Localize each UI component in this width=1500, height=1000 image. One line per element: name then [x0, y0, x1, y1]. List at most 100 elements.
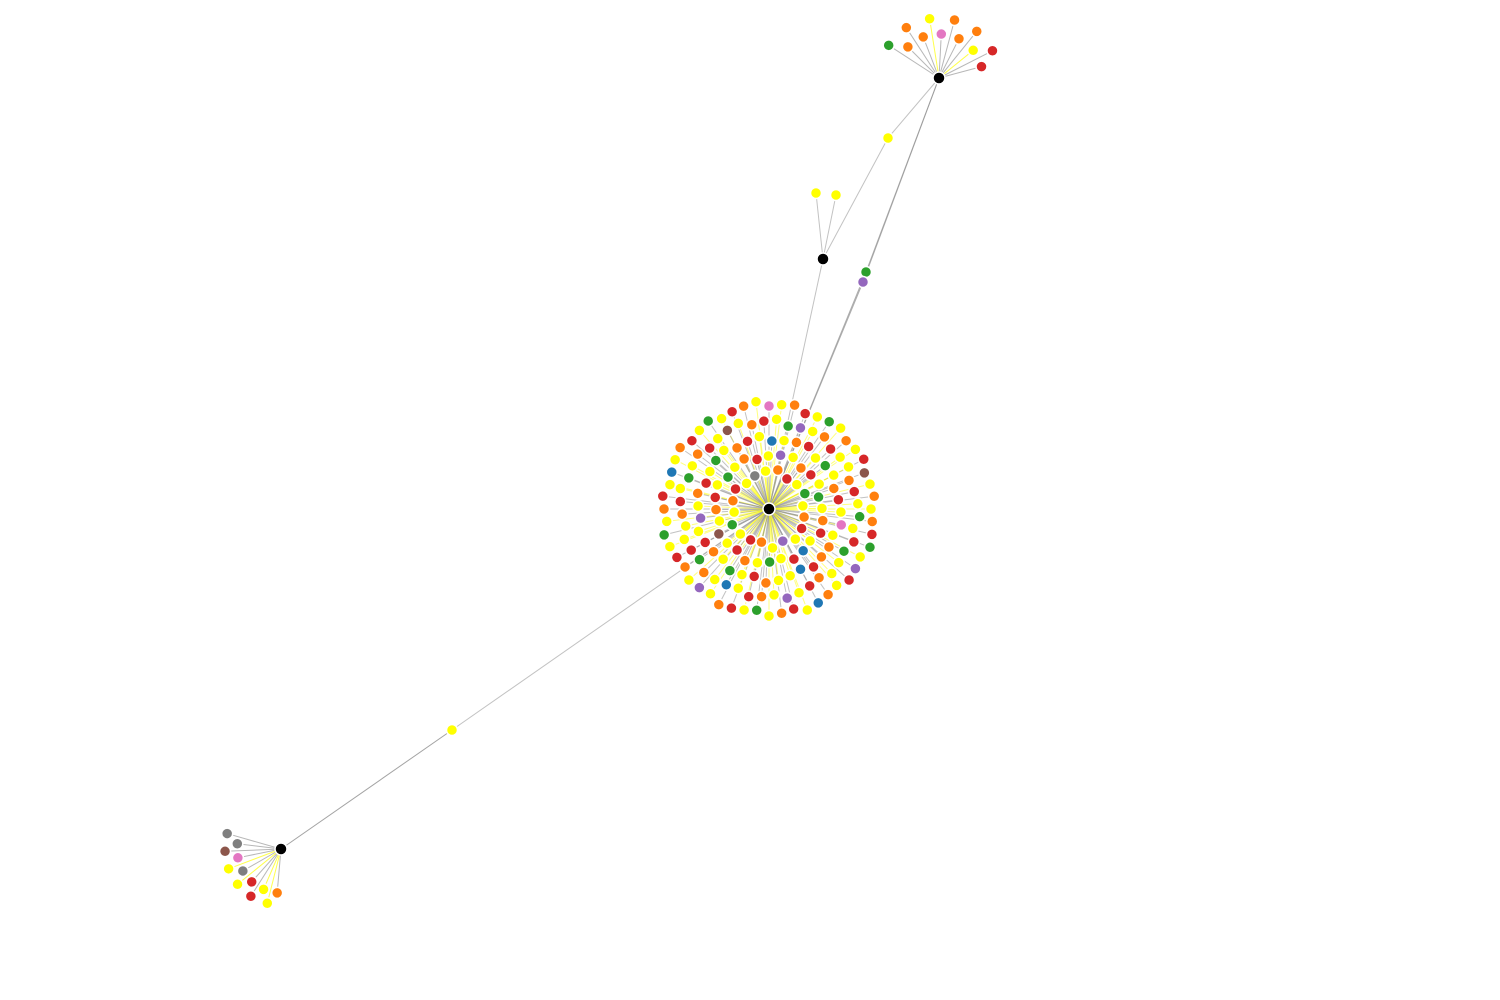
node-center-leaf[interactable] — [774, 552, 788, 565]
node-bottom-left-leaf[interactable] — [257, 883, 270, 896]
node-center-leaf[interactable] — [708, 573, 721, 586]
node-center-leaf[interactable] — [789, 532, 802, 546]
node-center-leaf[interactable] — [812, 490, 825, 504]
node-center-leaf[interactable] — [842, 474, 856, 487]
node-center-leaf[interactable] — [835, 518, 848, 532]
node-center-leaf[interactable] — [675, 507, 689, 521]
node-center-leaf[interactable] — [757, 414, 771, 428]
node-center-leaf[interactable] — [849, 562, 862, 575]
node-center-leaf[interactable] — [693, 553, 706, 566]
node-center-leaf[interactable] — [762, 449, 775, 463]
node-center-leaf[interactable] — [728, 460, 742, 474]
node-top-right-leaf[interactable] — [916, 30, 930, 44]
node-center-leaf[interactable] — [795, 522, 808, 535]
node-center-leaf[interactable] — [712, 527, 726, 541]
node-center-leaf[interactable] — [732, 581, 745, 595]
node-bottom-left-leaf[interactable] — [231, 878, 244, 891]
node-center-leaf[interactable] — [796, 499, 810, 513]
node-top-right-leaf[interactable] — [952, 32, 966, 46]
node-center-leaf[interactable] — [815, 502, 829, 515]
hub-center-node[interactable] — [762, 502, 776, 516]
node-center-leaf[interactable] — [865, 515, 879, 528]
node-center-leaf[interactable] — [826, 529, 840, 542]
node-center-leaf[interactable] — [738, 554, 752, 567]
node-bottom-left-leaf[interactable] — [236, 864, 250, 878]
node-center-leaf[interactable] — [723, 564, 737, 577]
node-center-leaf[interactable] — [729, 482, 742, 496]
node-center-leaf[interactable] — [814, 526, 827, 540]
node-center-leaf[interactable] — [786, 451, 800, 464]
node-center-leaf[interactable] — [863, 477, 877, 491]
bridge-yellow-bottom-node[interactable] — [445, 723, 459, 737]
node-top-right-leaf[interactable] — [901, 40, 915, 54]
node-center-leaf[interactable] — [803, 579, 816, 593]
bridge-purple-node[interactable] — [856, 275, 870, 289]
node-center-leaf[interactable] — [775, 606, 788, 620]
node-center-leaf[interactable] — [704, 587, 717, 601]
node-center-leaf[interactable] — [693, 581, 706, 594]
node-center-leaf[interactable] — [750, 453, 764, 466]
node-center-leaf[interactable] — [801, 603, 814, 617]
node-center-leaf[interactable] — [703, 441, 716, 455]
node-center-leaf[interactable] — [853, 550, 867, 564]
node-center-leaf[interactable] — [825, 567, 839, 580]
node-bottom-left-leaf[interactable] — [218, 845, 232, 858]
node-center-leaf[interactable] — [748, 469, 762, 483]
node-center-leaf[interactable] — [725, 518, 739, 532]
node-center-leaf[interactable] — [857, 453, 870, 466]
node-center-leaf[interactable] — [822, 415, 836, 429]
node-center-leaf[interactable] — [715, 412, 728, 425]
node-center-leaf[interactable] — [842, 573, 856, 587]
node-center-leaf[interactable] — [819, 459, 832, 472]
node-center-leaf[interactable] — [803, 534, 817, 548]
node-center-leaf[interactable] — [839, 434, 853, 447]
node-center-leaf[interactable] — [663, 478, 677, 491]
node-center-leaf[interactable] — [726, 494, 740, 508]
node-center-leaf[interactable] — [865, 528, 879, 541]
node-center-leaf[interactable] — [735, 568, 749, 581]
node-center-leaf[interactable] — [709, 454, 723, 467]
node-center-leaf[interactable] — [832, 493, 845, 506]
node-bottom-left-leaf[interactable] — [270, 886, 284, 900]
node-center-leaf[interactable] — [853, 510, 866, 523]
node-center-leaf[interactable] — [742, 590, 755, 603]
node-center-leaf[interactable] — [816, 514, 830, 527]
node-center-leaf[interactable] — [796, 544, 810, 558]
node-center-leaf[interactable] — [679, 519, 692, 533]
node-center-leaf[interactable] — [691, 499, 705, 513]
node-center-leaf[interactable] — [713, 514, 726, 528]
node-center-leaf[interactable] — [686, 459, 699, 473]
node-center-leaf[interactable] — [851, 497, 865, 511]
node-center-leaf[interactable] — [804, 468, 818, 482]
node-center-leaf[interactable] — [774, 448, 787, 462]
node-center-leaf[interactable] — [815, 550, 828, 564]
node-center-leaf[interactable] — [660, 515, 674, 528]
node-center-leaf[interactable] — [867, 489, 881, 503]
node-center-leaf[interactable] — [827, 482, 841, 495]
node-center-leaf[interactable] — [775, 398, 788, 412]
node-center-leaf[interactable] — [709, 503, 723, 516]
node-center-leaf[interactable] — [790, 478, 804, 491]
node-top-right-leaf[interactable] — [986, 44, 999, 58]
node-center-leaf[interactable] — [765, 434, 779, 448]
node-center-leaf[interactable] — [755, 590, 768, 603]
node-center-leaf[interactable] — [663, 540, 677, 553]
node-center-leaf[interactable] — [772, 574, 785, 587]
node-center-leaf[interactable] — [863, 541, 877, 554]
node-center-leaf[interactable] — [745, 418, 759, 431]
node-center-leaf[interactable] — [691, 447, 704, 461]
node-center-leaf[interactable] — [737, 452, 751, 466]
node-center-leaf[interactable] — [849, 443, 862, 456]
node-center-leaf[interactable] — [751, 556, 764, 570]
node-center-leaf[interactable] — [665, 465, 679, 479]
node-center-leaf[interactable] — [797, 510, 811, 524]
node-center-leaf[interactable] — [771, 463, 785, 477]
node-center-leaf[interactable] — [732, 417, 745, 430]
node-center-leaf[interactable] — [682, 573, 696, 587]
bridge-yellow-top-node[interactable] — [881, 131, 895, 145]
node-center-leaf[interactable] — [691, 487, 704, 500]
node-top-right-leaf[interactable] — [970, 25, 984, 38]
hub-top-right-node[interactable] — [932, 71, 946, 85]
node-center-leaf[interactable] — [711, 432, 725, 445]
node-bottom-left-leaf[interactable] — [220, 827, 234, 840]
